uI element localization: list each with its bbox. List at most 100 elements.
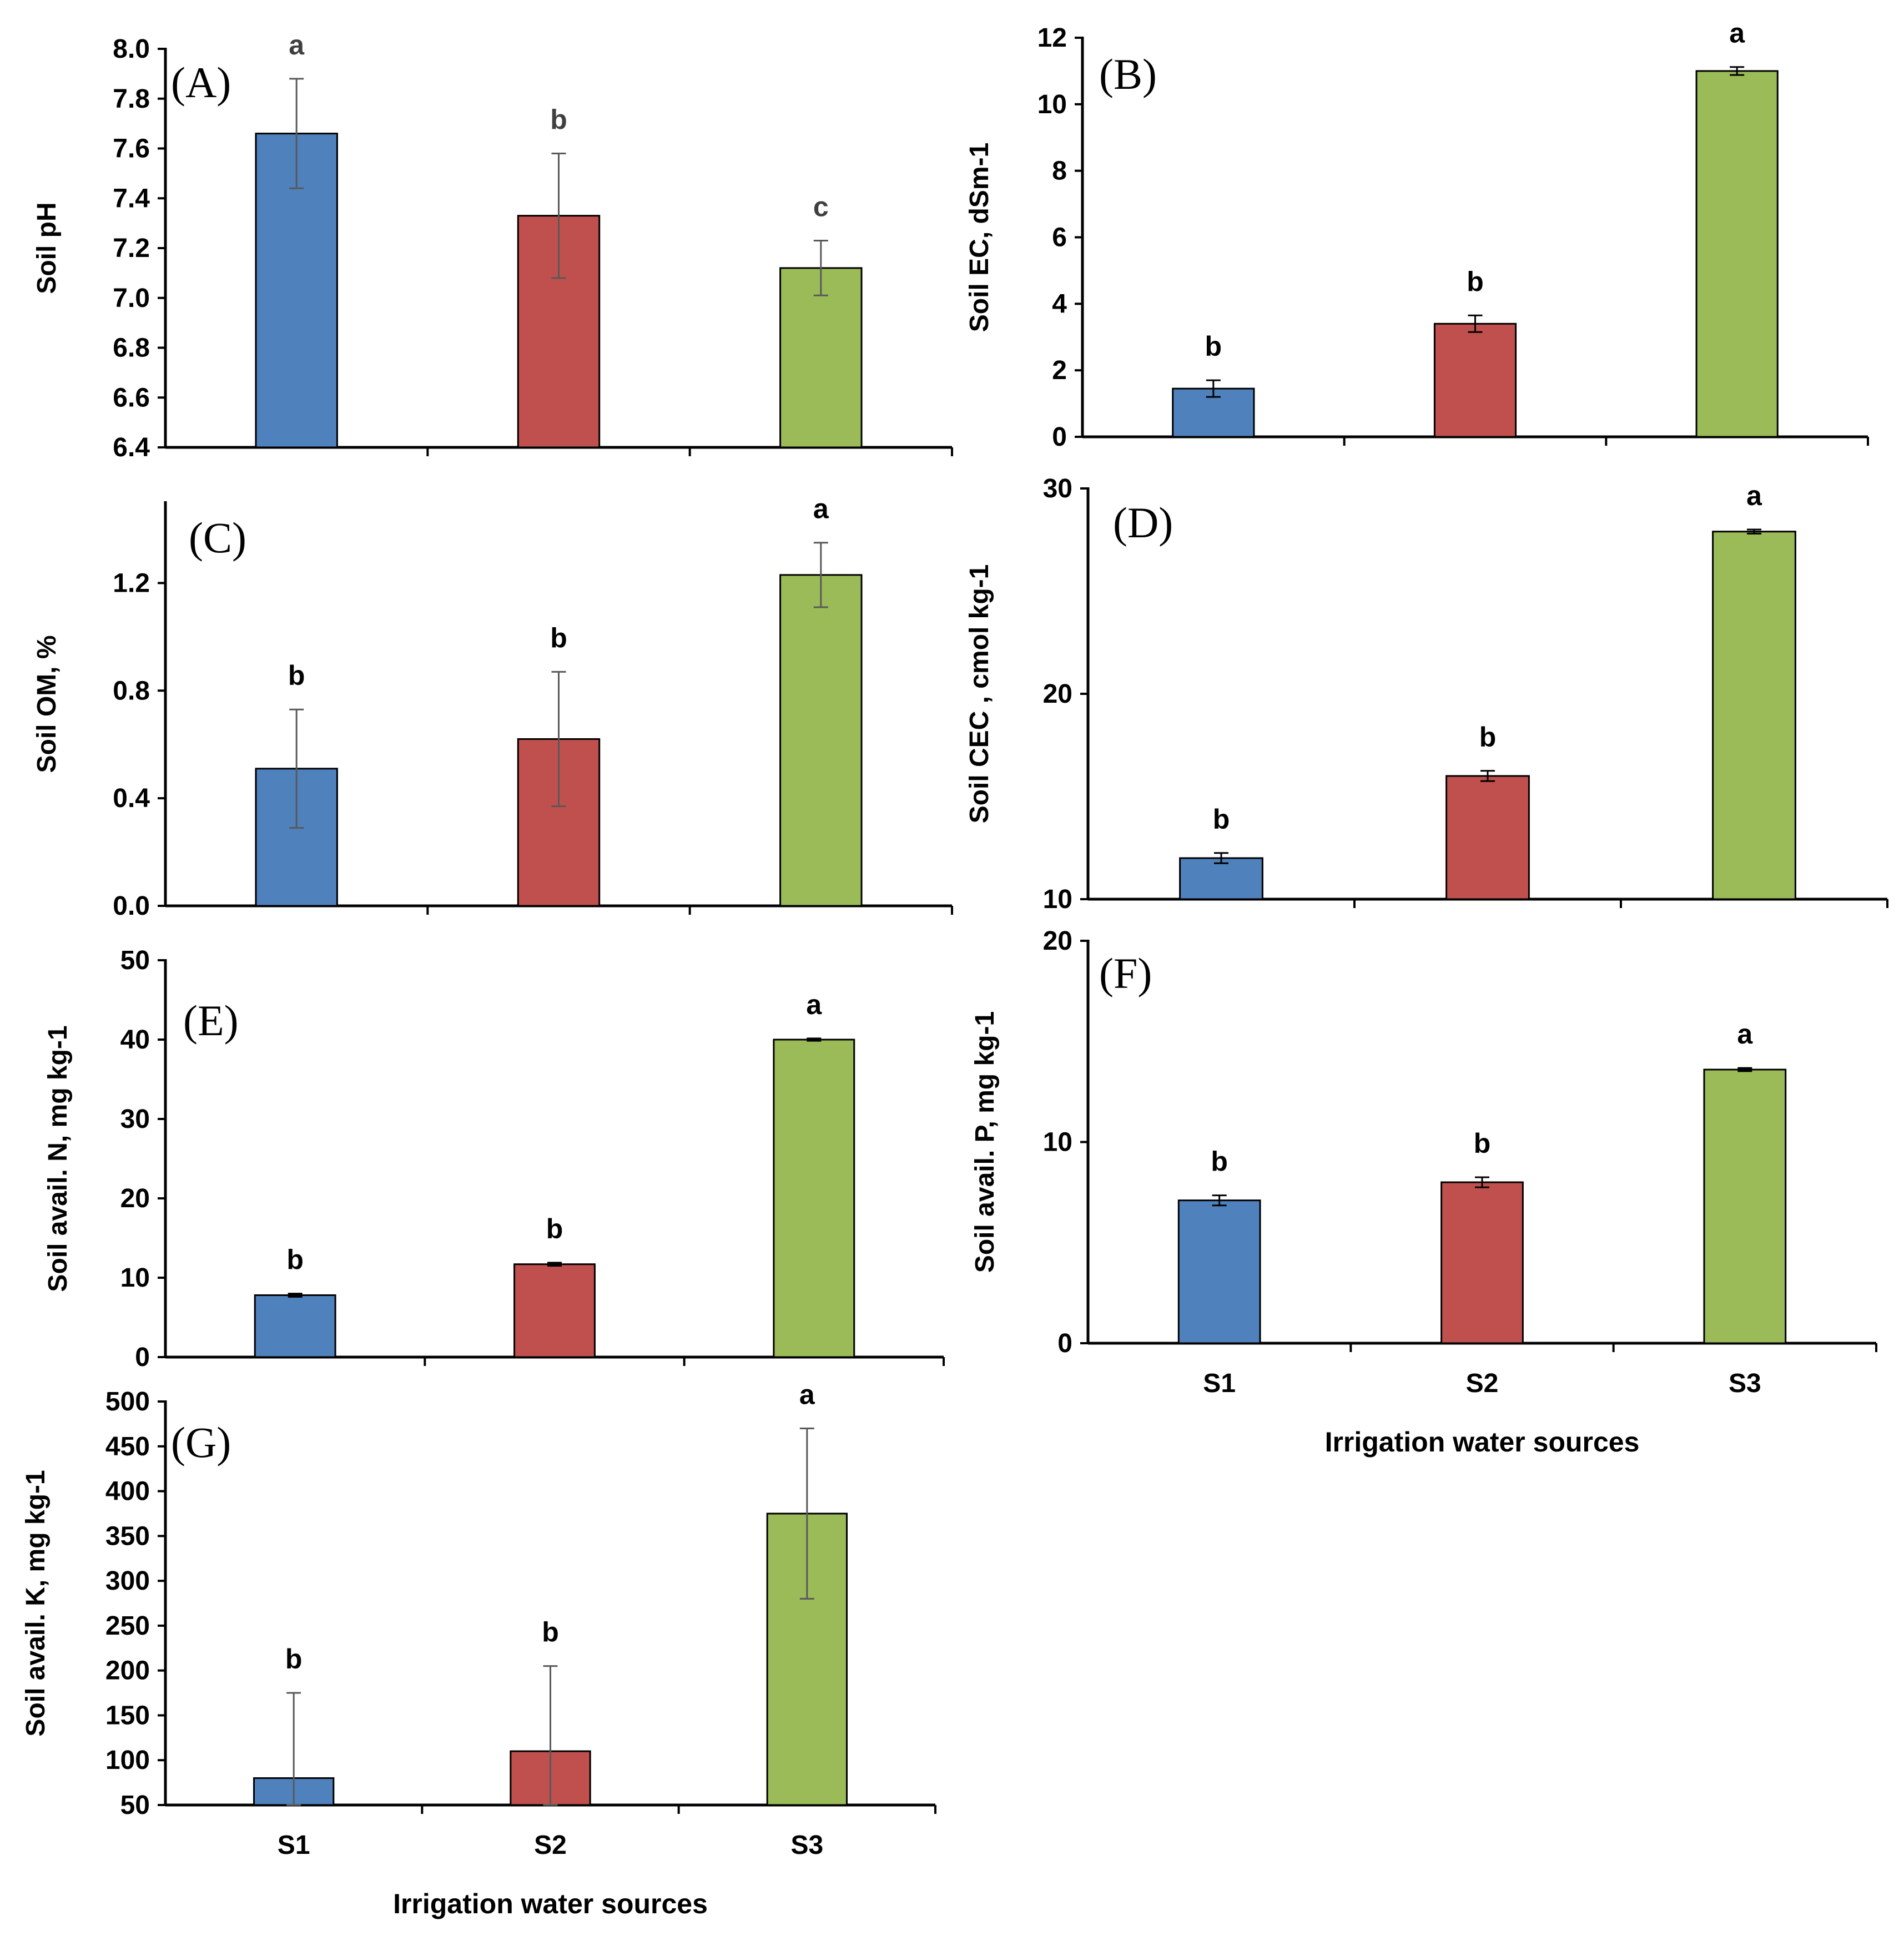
error-bar-s3: [799, 1427, 814, 1600]
bar-s1: [1177, 1199, 1261, 1344]
bar-s3: [779, 267, 863, 448]
y-tick-label: 150: [105, 1701, 150, 1730]
panel-c: 0.0 0.4 0.8 1.2 b b a (C) Soil OM, %: [32, 493, 953, 921]
bar-s1: [1179, 857, 1263, 900]
bar-s2: [513, 1263, 596, 1358]
y-axis-label: Soil avail. P, mg kg-1: [970, 1011, 1000, 1273]
y-tick-label: 500: [105, 1387, 150, 1416]
significance-letter: b: [285, 1643, 303, 1675]
significance-letter: b: [1213, 804, 1230, 835]
bar-s3: [1703, 1068, 1787, 1344]
significance-letter: a: [1737, 1019, 1753, 1050]
significance-letter: b: [1205, 331, 1222, 362]
y-tick-label: 350: [105, 1521, 150, 1551]
panel-tag: (A): [171, 58, 231, 107]
y-tick-label: 250: [105, 1611, 150, 1641]
panel-g: 50 100 150 200 250 300 350 400 450 500 b S1 b S2 a S3 (G…: [21, 1379, 936, 1919]
y-tick-label: 4: [1052, 289, 1067, 319]
x-axis-title: Irrigation water sources: [1325, 1426, 1640, 1458]
y-axis-label: Soil CEC , cmol kg-1: [965, 564, 994, 824]
category-label: S2: [534, 1831, 567, 1860]
y-tick-label: 0.4: [113, 784, 150, 813]
significance-letter: b: [1474, 1128, 1491, 1159]
y-tick-label: 200: [105, 1656, 150, 1686]
error-bar-s3: [1737, 1067, 1752, 1072]
category-label: S3: [1729, 1369, 1761, 1398]
error-bar-s2: [551, 152, 566, 279]
y-tick-label: 50: [120, 946, 150, 975]
significance-letter: b: [550, 104, 567, 135]
y-tick-label: 30: [120, 1105, 150, 1134]
error-bar-s2: [547, 1262, 562, 1267]
y-tick-label: 10: [1037, 90, 1067, 119]
significance-letter: a: [806, 989, 822, 1020]
significance-letter: c: [813, 191, 829, 223]
category-label: S2: [1466, 1369, 1499, 1398]
y-tick-label: 10: [1043, 1128, 1072, 1157]
significance-letter: b: [286, 1244, 304, 1276]
error-bar-s3: [1747, 528, 1761, 535]
y-tick-label: 7.0: [113, 284, 150, 313]
y-axis-label: Soil OM, %: [32, 635, 62, 773]
y-tick-label: 7.4: [113, 184, 150, 213]
significance-letter: b: [288, 660, 305, 691]
error-bar-s1: [289, 708, 304, 829]
y-tick-label: 7.8: [113, 84, 150, 114]
significance-letter: b: [546, 1213, 563, 1244]
panel-tag: (D): [1113, 498, 1173, 547]
significance-letter: a: [813, 493, 829, 525]
error-bar-s2: [1468, 314, 1483, 333]
significance-letter: b: [550, 622, 567, 653]
y-tick-label: 0.8: [113, 676, 150, 705]
bar-s2: [1440, 1181, 1524, 1344]
error-bar-s3: [1730, 66, 1745, 76]
y-tick-label: 0: [135, 1343, 150, 1372]
y-tick-label: 7.2: [113, 234, 150, 263]
y-tick-label: 10: [120, 1263, 150, 1293]
y-tick-label: 20: [1043, 926, 1072, 956]
y-tick-label: 100: [105, 1746, 150, 1775]
bar-s3: [779, 574, 863, 907]
y-axis-label: Soil avail. N, mg kg-1: [43, 1025, 73, 1292]
panel-tag: (E): [183, 996, 239, 1045]
y-tick-label: 8: [1052, 157, 1067, 186]
y-tick-label: 0: [1052, 422, 1067, 452]
error-bar-s1: [1214, 852, 1228, 864]
y-tick-label: 20: [1043, 679, 1072, 709]
significance-letter: a: [799, 1379, 815, 1410]
significance-letter: b: [1479, 722, 1497, 753]
significance-letter: a: [1729, 18, 1745, 49]
y-tick-label: 450: [105, 1432, 150, 1461]
panel-d: 10 20 30 b b a (D) Soil CEC , cmol kg-1: [965, 474, 1888, 914]
panel-tag: (B): [1099, 50, 1157, 98]
y-tick-label: 2: [1052, 356, 1067, 385]
panel-tag: (C): [189, 513, 246, 562]
y-tick-label: 0.0: [113, 891, 150, 921]
panel-tag: (F): [1099, 949, 1152, 997]
bar-s2: [1445, 775, 1530, 900]
error-bar-s3: [813, 240, 828, 296]
error-bar-s1: [286, 1692, 301, 1806]
y-tick-label: 12: [1037, 23, 1067, 53]
y-tick-label: 400: [105, 1477, 150, 1506]
y-tick-label: 20: [120, 1184, 150, 1213]
error-bar-s3: [813, 542, 828, 608]
panel-e: 0 10 20 30 40 50 b b a (E) Soil avail. N, mg kg-1: [43, 946, 945, 1372]
panel-a: 6.4 6.6 6.8 7.0 7.2 7.4 7.6 7.8 8.0 a b c (A) Soil pH: [32, 29, 953, 462]
significance-letter: b: [542, 1617, 559, 1648]
bar-s3: [1695, 70, 1779, 438]
y-tick-label: 6.8: [113, 334, 150, 363]
error-bar-s2: [551, 670, 566, 808]
panel-b: 0 2 4 6 8 10 12 b b a (B) Soil EC, dSm-1: [965, 18, 1869, 452]
y-tick-label: 10: [1043, 885, 1072, 914]
y-tick-label: 8.0: [113, 34, 150, 64]
error-bar-s3: [807, 1037, 822, 1042]
y-tick-label: 300: [105, 1566, 150, 1596]
error-bar-s1: [288, 1293, 303, 1298]
significance-letter: a: [1746, 480, 1762, 511]
panel-f: 0 10 20 b S1 b S2 a S3 (F) Soil avail. P, mg kg-1 I…: [970, 926, 1877, 1458]
y-tick-label: 6.4: [113, 433, 150, 462]
y-tick-label: 30: [1043, 474, 1072, 503]
bar-s2: [1433, 322, 1517, 438]
